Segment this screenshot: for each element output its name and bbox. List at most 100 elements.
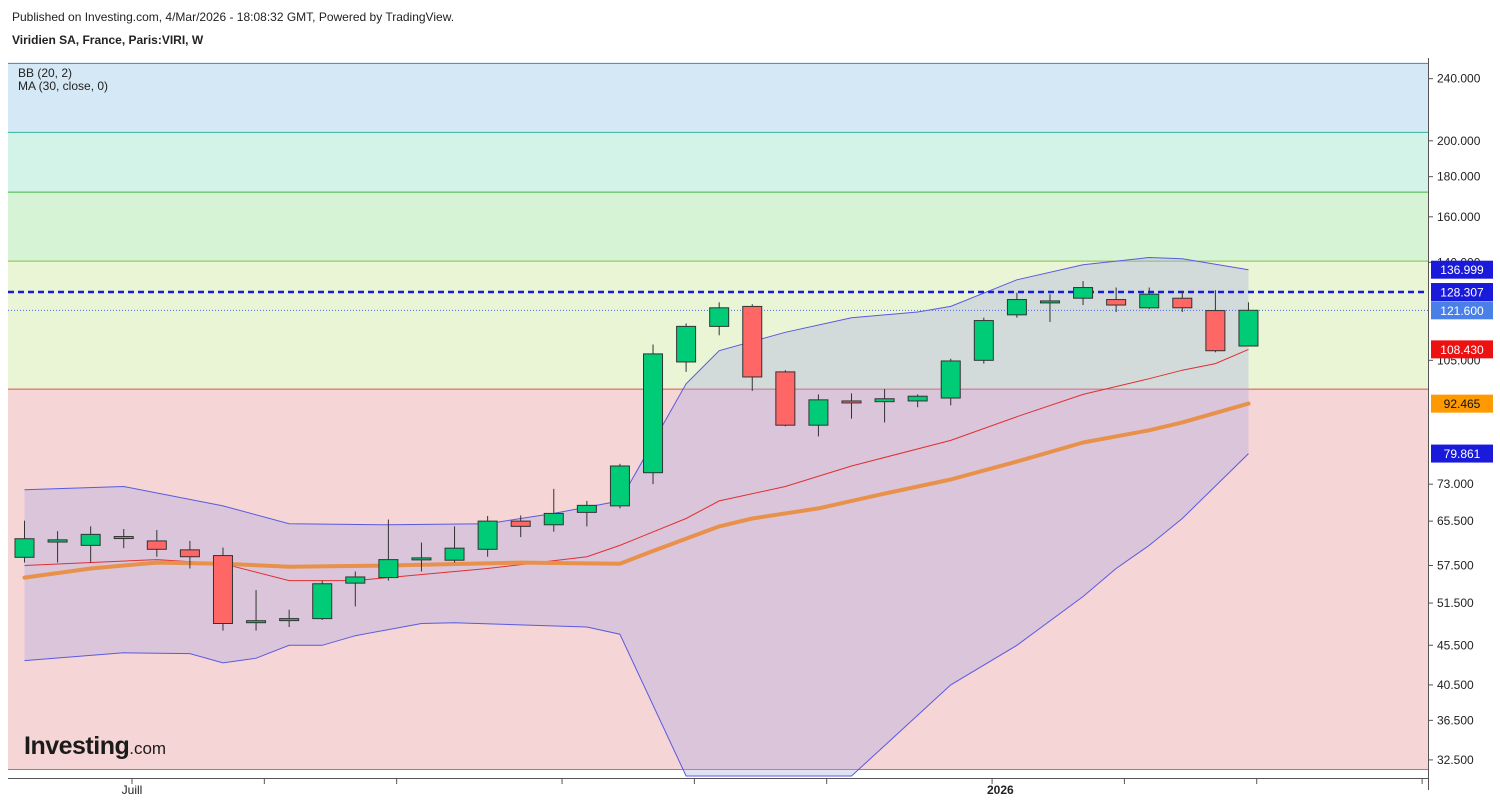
candle [1238, 302, 1259, 347]
price-label: 136.999 [1431, 260, 1493, 279]
candle-body [543, 512, 564, 526]
candle [1039, 294, 1060, 323]
fib-band-3 [8, 132, 1428, 193]
y-tick-label: 40.500 [1437, 678, 1474, 692]
price-label-text: 79.861 [1444, 447, 1481, 461]
candle [775, 370, 796, 427]
candle [246, 590, 267, 631]
y-tick-label: 240.000 [1437, 72, 1481, 86]
candle [146, 530, 167, 557]
price-label: 128.307 [1431, 283, 1493, 302]
price-lines [8, 290, 1428, 311]
candle [907, 394, 928, 408]
candle-body [80, 533, 101, 546]
candle-body [1073, 287, 1094, 299]
fib-lines [8, 62, 1428, 770]
price-label-text: 121.600 [1440, 304, 1484, 318]
candle [1172, 291, 1193, 313]
candle-body [609, 465, 630, 507]
candle-body [1139, 293, 1160, 309]
instrument-title: Viridien SA, France, Paris:VIRI, W [12, 33, 204, 47]
candle-body [146, 540, 167, 550]
candle-body [940, 360, 961, 399]
y-tick-label: 65.500 [1437, 514, 1474, 528]
x-tick-label: Juill [122, 783, 143, 797]
candle-body [1006, 299, 1027, 316]
candle [874, 389, 895, 423]
candle [477, 515, 498, 557]
fib-bands [8, 63, 1428, 770]
fib-band-2 [8, 192, 1428, 262]
candle [1073, 281, 1094, 306]
y-tick-label: 200.000 [1437, 134, 1481, 148]
y-tick-label: 36.500 [1437, 713, 1474, 727]
y-tick-label: 180.000 [1437, 170, 1481, 184]
price-labels: 136.999 128.307 121.600 108.430 92.465 79.861 [1431, 260, 1493, 463]
candle-body [643, 353, 664, 474]
candle [841, 393, 862, 419]
y-tick-label: 57.500 [1437, 559, 1474, 573]
y-tick-label: 45.500 [1437, 638, 1474, 652]
candle-body [312, 583, 333, 620]
candle-body [1238, 309, 1259, 347]
candle-body [874, 398, 895, 403]
x-tick-label: 2026 [987, 783, 1014, 797]
price-label: 92.465 [1431, 394, 1493, 413]
price-label-box [1431, 340, 1493, 359]
candle [14, 520, 35, 563]
price-label-text: 108.430 [1440, 343, 1484, 357]
logo-suffix: .com [129, 739, 167, 758]
candle-body [709, 307, 730, 327]
investing-logo: Investing.com [24, 732, 166, 761]
candle-body [841, 400, 862, 404]
candle-body [411, 557, 432, 561]
candle [543, 488, 564, 532]
candle-body [676, 325, 697, 363]
price-label-text: 92.465 [1444, 397, 1481, 411]
candle-body [179, 549, 200, 558]
candle-body [1172, 297, 1193, 309]
logo-name: Investing [24, 732, 130, 760]
axes: 240.000200.000180.000160.000140.000105.0… [8, 58, 1481, 797]
indicator-ma-label: MA (30, close, 0) [18, 79, 109, 93]
candle-body [576, 504, 597, 513]
published-note: Published on Investing.com, 4/Mar/2026 -… [12, 10, 455, 24]
price-label-text: 128.307 [1440, 286, 1484, 300]
price-label-box [1431, 444, 1493, 463]
candle-body [775, 371, 796, 426]
price-label-box [1431, 260, 1493, 279]
candle [510, 515, 531, 538]
candle [1106, 287, 1127, 313]
candle-body [279, 618, 300, 622]
price-label: 79.861 [1431, 444, 1493, 463]
candle [676, 323, 697, 372]
fib-band-0 [8, 389, 1428, 770]
candles [14, 281, 1259, 631]
candle [1006, 292, 1027, 318]
candle-body [1039, 300, 1060, 304]
price-label-box [1431, 394, 1493, 413]
candle-body [378, 559, 399, 579]
candle-body [14, 538, 35, 558]
candle [378, 519, 399, 581]
candle [940, 358, 961, 406]
bb-lower-line [24, 453, 1249, 777]
candle [1139, 287, 1160, 310]
candle [643, 344, 664, 485]
candle-body [1106, 299, 1127, 306]
candle [709, 302, 730, 336]
candle [742, 304, 763, 391]
candle-body [477, 520, 498, 550]
candle-body [510, 520, 531, 527]
y-tick-label: 160.000 [1437, 210, 1481, 224]
fib-band-4 [8, 63, 1428, 133]
price-label: 121.600 [1431, 301, 1493, 320]
candle-body [907, 395, 928, 402]
candle [411, 542, 432, 572]
candle-body [1205, 310, 1226, 352]
candle [80, 526, 101, 563]
indicator-bb-label: BB (20, 2) [18, 66, 73, 80]
price-label: 108.430 [1431, 340, 1493, 359]
bb-basis-line [24, 348, 1249, 582]
